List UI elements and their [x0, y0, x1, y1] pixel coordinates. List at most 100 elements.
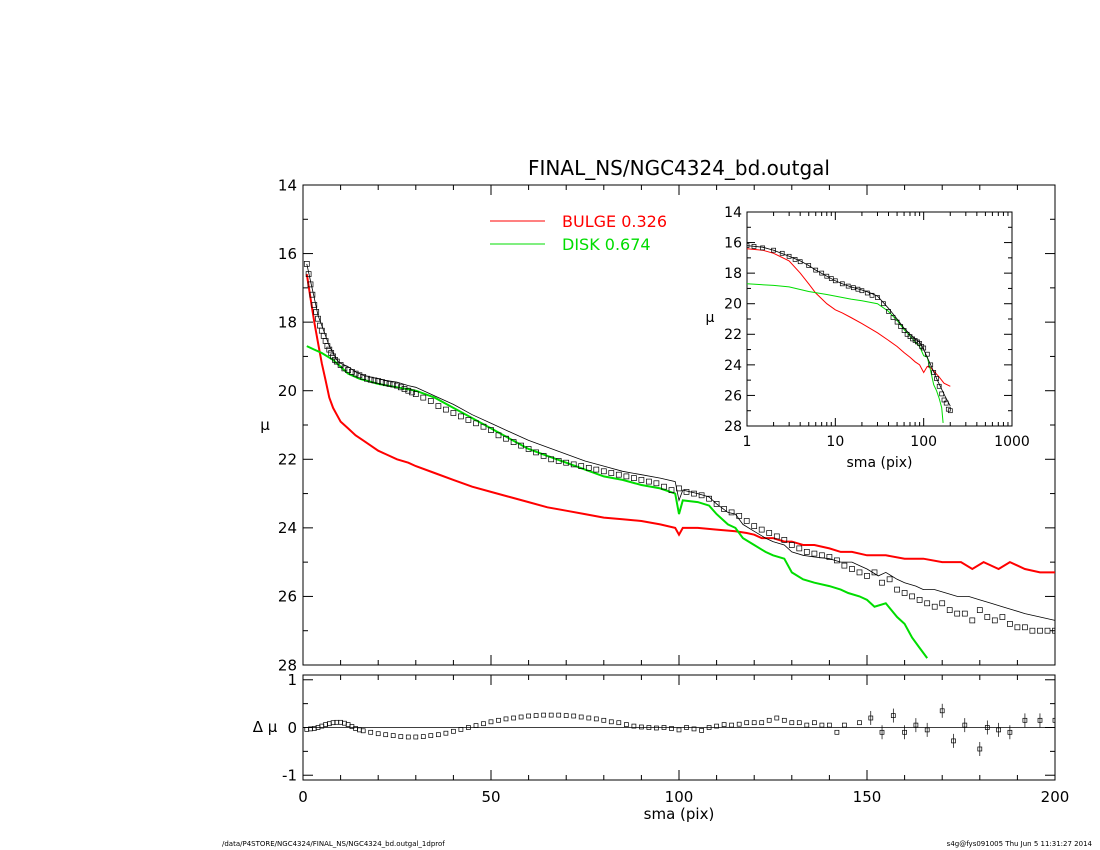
main-ytick-label: 22	[278, 451, 297, 469]
main-data-point	[864, 573, 870, 579]
main-data-point	[401, 386, 408, 392]
main-data-point	[736, 513, 743, 519]
inset-data-point	[824, 273, 830, 279]
residual-xtick-label: 0	[298, 788, 308, 806]
main-data-point	[743, 518, 750, 524]
residual-data-point	[503, 716, 509, 722]
residual-data-point	[834, 729, 840, 735]
main-data-point	[1029, 627, 1036, 634]
main-data-point	[313, 309, 320, 315]
residual-data-point	[563, 713, 569, 718]
main-data-point	[525, 446, 532, 452]
main-data-point	[349, 369, 355, 375]
inset-data-point	[947, 408, 953, 414]
residual-data-point	[796, 720, 802, 726]
main-data-point	[623, 473, 630, 480]
main-data-point	[518, 442, 524, 449]
residual-data-point	[616, 720, 622, 726]
main-data-point	[916, 597, 923, 603]
main-data-point	[728, 509, 735, 516]
main-data-point	[939, 600, 946, 607]
inset-ytick-label: 16	[724, 235, 742, 251]
main-data-point	[427, 398, 434, 404]
main-data-point	[721, 506, 727, 512]
residual-data-point	[488, 719, 494, 725]
main-ytick-label: 28	[278, 656, 297, 674]
residual-data-point	[804, 722, 810, 728]
inset-series-disk-line	[747, 283, 944, 423]
inset-ytick-label: 24	[724, 358, 742, 374]
residual-data-point	[533, 713, 539, 718]
residual-data-point	[541, 712, 546, 718]
main-data-point	[450, 410, 457, 416]
inset-ytick-label: 26	[724, 388, 742, 404]
main-data-point	[879, 579, 885, 586]
residual-data-point	[699, 728, 704, 733]
main-data-point	[352, 370, 359, 377]
residual-data-point	[451, 728, 456, 734]
main-series-disk-line	[306, 345, 929, 659]
residual-xtick-label: 100	[665, 788, 694, 806]
residual-data-point	[691, 726, 697, 732]
residual-xtick-label: 200	[1041, 788, 1070, 806]
main-data-point	[991, 617, 998, 624]
residual-data-point	[526, 713, 531, 719]
inset-ytick-label: 28	[724, 419, 742, 435]
main-ytick-label: 24	[278, 519, 297, 537]
residual-data-point	[368, 729, 374, 735]
inset-data-point	[924, 351, 930, 357]
inset-data-point	[934, 376, 939, 381]
main-data-point	[311, 302, 318, 308]
main-data-point	[946, 607, 953, 613]
main-data-point	[999, 614, 1006, 620]
inset-xtick-label: 100	[910, 434, 937, 450]
main-data-point	[781, 537, 788, 543]
main-data-point	[371, 377, 378, 384]
residual-data-point	[669, 726, 674, 731]
inset-data-point	[869, 292, 875, 298]
residual-data-point	[684, 725, 689, 730]
residual-data-point	[639, 724, 644, 730]
main-data-point	[803, 549, 810, 555]
inset-data-point	[886, 309, 891, 314]
residual-data-point	[466, 725, 471, 730]
residual-data-point	[676, 727, 682, 733]
inset-data-point	[928, 362, 934, 368]
inset-xtick-label: 1000	[994, 434, 1030, 450]
main-data-point	[333, 358, 340, 365]
main-data-point	[653, 480, 660, 487]
residual-data-point	[759, 720, 765, 726]
inset-data-point	[839, 281, 845, 287]
inset-data-point	[910, 336, 915, 342]
main-data-point	[924, 600, 931, 607]
main-data-point	[563, 459, 570, 466]
main-data-point	[1007, 621, 1013, 627]
main-data-point	[1052, 627, 1055, 634]
main-data-point	[751, 523, 758, 529]
main-data-point	[826, 554, 833, 560]
residual-data-point	[420, 734, 426, 739]
main-ytick-label: 20	[278, 382, 297, 400]
main-data-point	[326, 346, 333, 353]
residual-data-point	[751, 720, 757, 726]
main-series-model-total-line	[306, 263, 1055, 621]
main-data-point	[364, 375, 370, 382]
main-data-point	[871, 569, 878, 576]
inset-data-point	[898, 324, 904, 329]
residual-data-point	[646, 725, 652, 730]
chart-title: FINAL_NS/NGC4324_bd.outgal	[528, 156, 830, 180]
residual-data-point	[413, 734, 419, 740]
main-data-point	[309, 291, 316, 298]
main-data-point	[480, 423, 487, 430]
main-data-point	[386, 381, 393, 387]
residual-data-point	[827, 722, 832, 728]
inset-data-point	[797, 259, 803, 265]
residual-data-point	[548, 712, 554, 718]
main-series-bulge-line	[305, 273, 1055, 574]
residual-data-point	[593, 716, 599, 722]
inset-data-point	[875, 295, 880, 300]
residual-data-point	[571, 713, 577, 719]
main-data-point	[713, 501, 720, 507]
inset-data-point	[845, 283, 851, 289]
main-data-point	[503, 435, 509, 442]
